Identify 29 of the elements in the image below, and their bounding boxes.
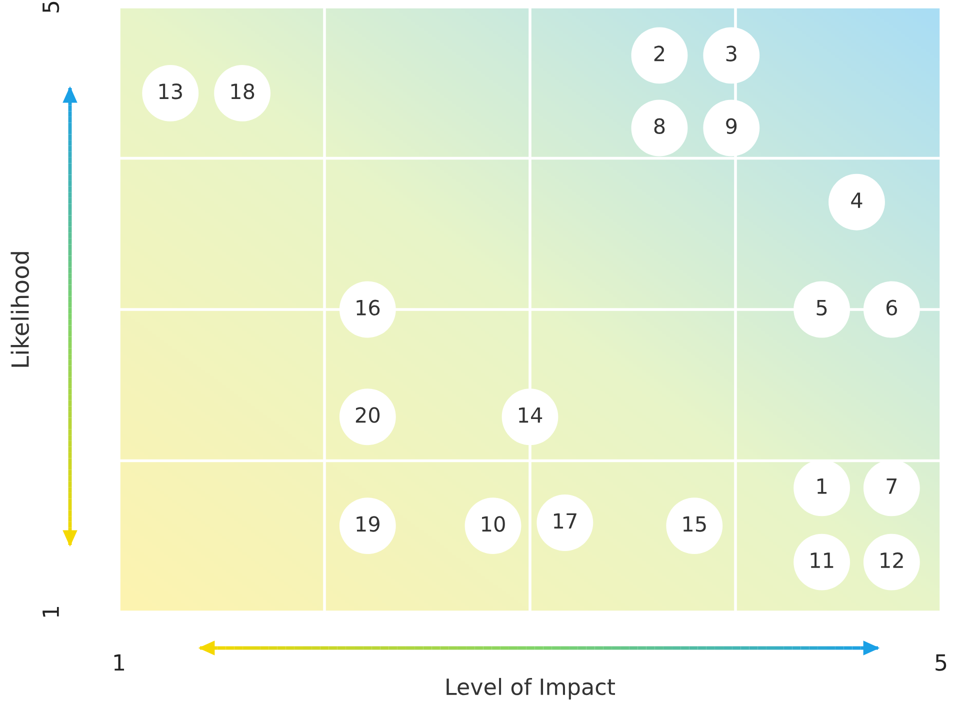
annotation: 18 bbox=[231, 84, 254, 100]
annotation: 17 bbox=[554, 513, 576, 529]
annotation: 13 bbox=[159, 84, 182, 100]
point bbox=[631, 27, 688, 84]
annotation: 10 bbox=[482, 516, 505, 532]
annotation: 3 bbox=[726, 46, 736, 62]
annotation: 15 bbox=[683, 516, 706, 532]
annotation: 5 bbox=[816, 300, 827, 316]
annotation: 8 bbox=[654, 118, 665, 134]
point bbox=[863, 281, 920, 338]
annotation: 12 bbox=[880, 552, 903, 568]
annotation: 2 bbox=[654, 46, 664, 62]
annotation: 20 bbox=[356, 407, 380, 423]
annotation: 4 bbox=[851, 192, 862, 208]
annotation: 16 bbox=[356, 300, 380, 316]
point bbox=[703, 100, 760, 156]
x-axis-title: Level of Impact bbox=[446, 678, 615, 700]
point bbox=[794, 281, 850, 338]
point bbox=[828, 174, 885, 230]
point bbox=[631, 100, 688, 156]
annotation: 7 bbox=[886, 478, 897, 494]
annotation: 6 bbox=[886, 300, 897, 316]
annotation: 11 bbox=[810, 552, 834, 568]
annotation: 14 bbox=[519, 407, 542, 423]
point bbox=[703, 27, 760, 84]
annotation: 1 bbox=[817, 478, 827, 494]
annotation: 19 bbox=[356, 516, 380, 532]
annotation: 9 bbox=[726, 118, 737, 134]
y-axis-title: Likelihood bbox=[10, 252, 30, 367]
